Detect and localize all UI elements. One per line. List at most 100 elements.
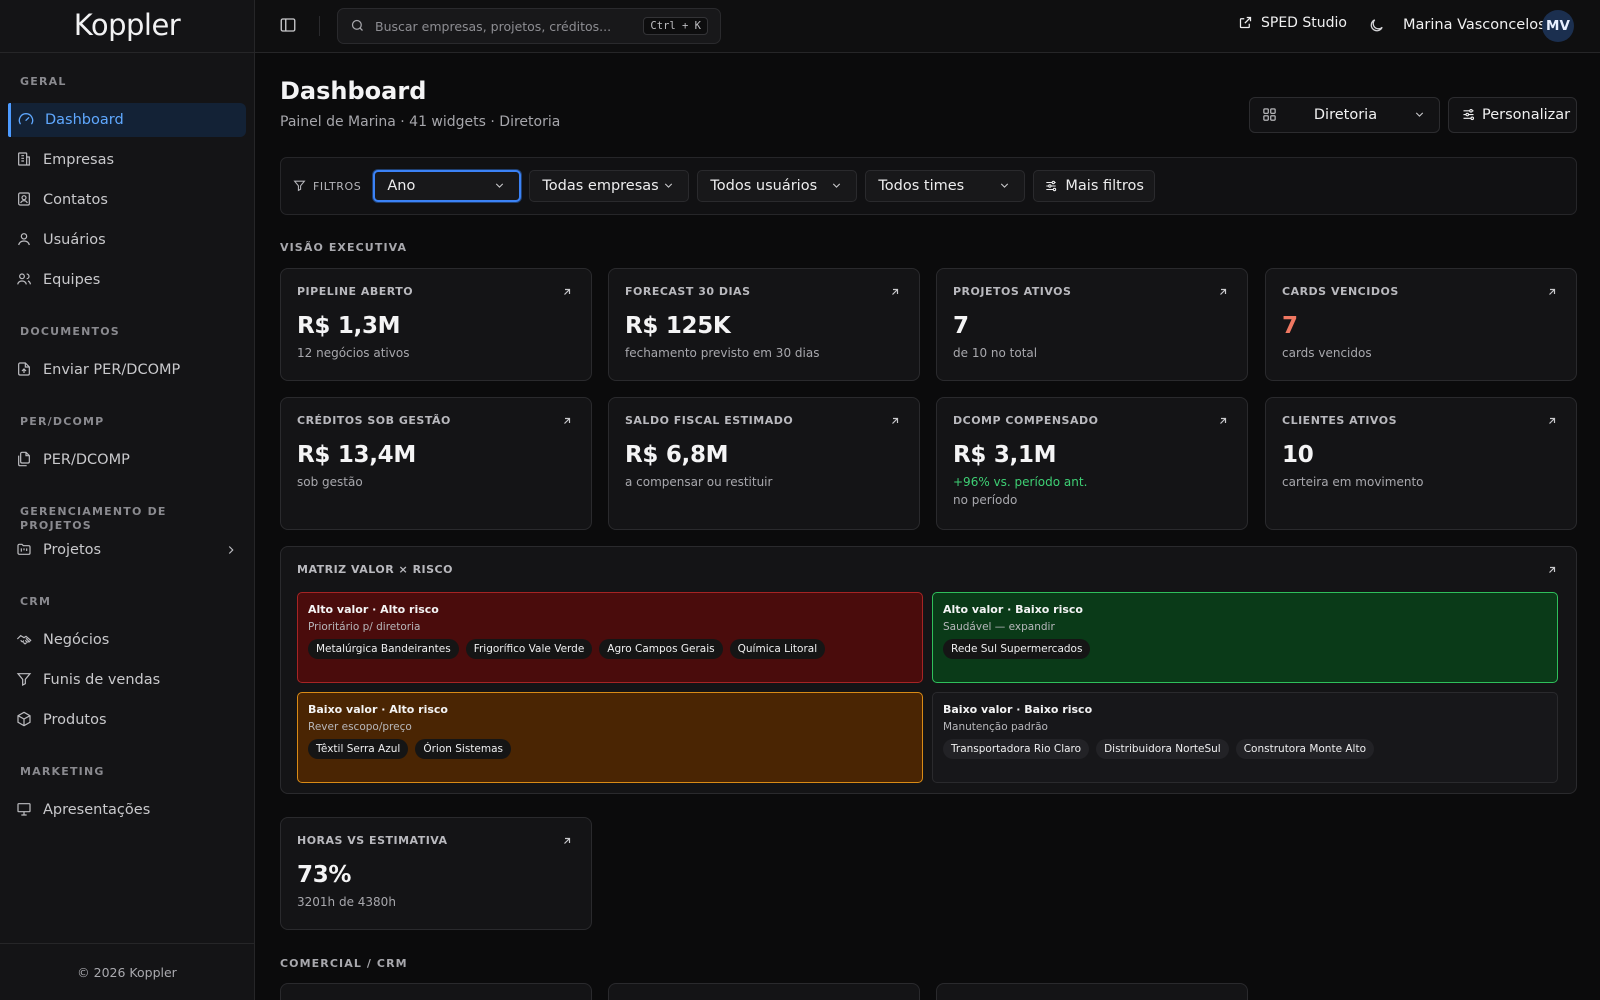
quadrant-chips: Metalúrgica Bandeirantes Frigorífico Val… (308, 639, 912, 659)
brand-logo[interactable]: Koppler (0, 0, 254, 53)
personalize-label: Personalizar (1482, 107, 1571, 123)
personalize-button[interactable]: Personalizar (1448, 97, 1577, 133)
kpi-card-hours[interactable]: HORAS VS ESTIMATIVA 73% 3201h de 4380h (280, 817, 592, 930)
kpi-subtitle: cards vencidos (1282, 346, 1372, 360)
presentation-icon (16, 801, 34, 819)
chevron-down-icon (830, 179, 844, 193)
filter-icon (293, 179, 307, 193)
arrow-up-right-icon[interactable] (561, 415, 573, 427)
quadrant-title: Baixo valor · Alto risco (308, 703, 448, 716)
sidebar-item-projetos[interactable]: Projetos (8, 533, 246, 567)
quadrant-chips: Rede Sul Supermercados (943, 639, 1547, 659)
company-chip[interactable]: Distribuidora NorteSul (1096, 739, 1229, 759)
kpi-card-dcomp[interactable]: DCOMP COMPENSADO R$ 3,1M +96% vs. períod… (936, 397, 1248, 530)
quadrant-chips: Têxtil Serra Azul Órion Sistemas (308, 739, 912, 759)
arrow-up-right-icon[interactable] (1546, 286, 1558, 298)
kpi-card-pipeline[interactable]: PIPELINE ABERTO R$ 1,3M 12 negócios ativ… (280, 268, 592, 381)
arrow-up-right-icon[interactable] (1217, 286, 1229, 298)
quadrant-title: Baixo valor · Baixo risco (943, 703, 1093, 716)
users-select-value: Todos usuários (710, 178, 818, 194)
kpi-value: R$ 6,8M (625, 442, 729, 468)
kpi-card-clientes[interactable]: CLIENTES ATIVOS 10 carteira em movimento (1265, 397, 1577, 530)
quadrant-high-value-low-risk: Alto valor · Baixo risco Saudável — expa… (932, 592, 1558, 683)
arrow-up-right-icon[interactable] (889, 286, 901, 298)
company-chip[interactable]: Têxtil Serra Azul (308, 739, 409, 759)
gauge-icon (18, 111, 36, 129)
company-chip[interactable]: Construtora Monte Alto (1235, 739, 1375, 759)
company-chip[interactable]: Órion Sistemas (415, 739, 512, 759)
company-chip[interactable]: Frigorífico Vale Verde (465, 639, 593, 659)
kpi-value: 73% (297, 862, 352, 888)
company-chip[interactable]: Química Litoral (729, 639, 826, 659)
kpi-card-forecast[interactable]: FORECAST 30 DIAS R$ 125K fechamento prev… (608, 268, 920, 381)
main-content: Dashboard Painel de Marina · 41 widgets … (280, 53, 1577, 1000)
sidebar-item-contatos[interactable]: Contatos (8, 183, 246, 217)
search-box[interactable]: Ctrl + K (337, 8, 721, 44)
sidebar-item-negocios[interactable]: Negócios (8, 623, 246, 657)
nav-section-documentos: DOCUMENTOS (20, 325, 120, 338)
more-filters-button[interactable]: Mais filtros (1033, 170, 1155, 202)
topbar-divider (319, 16, 320, 36)
sliders-icon (1461, 107, 1476, 123)
kpi-value: 10 (1282, 442, 1314, 468)
teams-select[interactable]: Todos times (865, 170, 1026, 202)
kpi-subtitle: 12 negócios ativos (297, 346, 410, 360)
kpi-card-saldo-fiscal[interactable]: SALDO FISCAL ESTIMADO R$ 6,8M a compensa… (608, 397, 920, 530)
arrow-up-right-icon[interactable] (1217, 415, 1229, 427)
moon-icon[interactable] (1368, 17, 1386, 35)
company-chip[interactable]: Rede Sul Supermercados (943, 639, 1091, 659)
crm-card-partial[interactable] (280, 983, 592, 1000)
sidebar-item-label: Projetos (43, 542, 102, 558)
arrow-up-right-icon[interactable] (561, 835, 573, 847)
quadrant-subtitle: Saudável — expandir (943, 621, 1055, 633)
company-chip[interactable]: Transportadora Rio Claro (943, 739, 1090, 759)
sidebar-item-funis[interactable]: Funis de vendas (8, 663, 246, 697)
user-icon (16, 231, 34, 249)
arrow-up-right-icon[interactable] (1546, 415, 1558, 427)
sidebar-item-enviar-perdcomp[interactable]: Enviar PER/DCOMP (8, 353, 246, 387)
kpi-card-cards-vencidos[interactable]: CARDS VENCIDOS 7 cards vencidos (1265, 268, 1577, 381)
sidebar-item-apresentacoes[interactable]: Apresentações (8, 793, 246, 827)
arrow-up-right-icon[interactable] (1546, 564, 1558, 576)
contact-icon (16, 191, 34, 209)
quadrant-chips: Transportadora Rio Claro Distribuidora N… (943, 739, 1547, 759)
companies-select[interactable]: Todas empresas (529, 170, 690, 202)
companies-select-value: Todas empresas (542, 178, 659, 194)
kpi-subtitle: 3201h de 4380h (297, 895, 396, 909)
sidebar-toggle-icon[interactable] (279, 16, 299, 36)
chevron-down-icon (662, 179, 676, 193)
kpi-value: R$ 3,1M (953, 442, 1057, 468)
kpi-card-projetos[interactable]: PROJETOS ATIVOS 7 de 10 no total (936, 268, 1248, 381)
sidebar-item-label: Contatos (43, 192, 108, 208)
kpi-title: CARDS VENCIDOS (1282, 285, 1399, 298)
sidebar-item-empresas[interactable]: Empresas (8, 143, 246, 177)
sidebar-item-label: Equipes (43, 272, 101, 288)
period-select[interactable]: Ano (373, 170, 522, 202)
kpi-card-creditos[interactable]: CRÉDITOS SOB GESTÃO R$ 13,4M sob gestão (280, 397, 592, 530)
quadrant-subtitle: Rever escopo/preço (308, 721, 412, 733)
user-name[interactable]: Marina Vasconcelos (1403, 17, 1546, 33)
sidebar-item-equipes[interactable]: Equipes (8, 263, 246, 297)
crm-card-partial[interactable] (936, 983, 1248, 1000)
sped-studio-link[interactable]: SPED Studio (1238, 15, 1347, 31)
sidebar-item-usuarios[interactable]: Usuários (8, 223, 246, 257)
sidebar-item-label: PER/DCOMP (43, 452, 130, 468)
sidebar-item-label: Apresentações (43, 802, 151, 818)
arrow-up-right-icon[interactable] (561, 286, 573, 298)
kpi-title: PIPELINE ABERTO (297, 285, 414, 298)
sidebar-footer: © 2026 Koppler (0, 943, 254, 1000)
sidebar-item-dashboard[interactable]: Dashboard (8, 103, 246, 137)
quadrant-title: Alto valor · Baixo risco (943, 603, 1083, 616)
dashboard-view-select[interactable]: Diretoria (1249, 97, 1440, 133)
crm-card-partial[interactable] (608, 983, 920, 1000)
avatar[interactable]: MV (1542, 10, 1574, 42)
company-chip[interactable]: Metalúrgica Bandeirantes (308, 639, 459, 659)
search-input[interactable] (375, 18, 644, 34)
users-select[interactable]: Todos usuários (697, 170, 858, 202)
company-chip[interactable]: Agro Campos Gerais (599, 639, 723, 659)
kpi-value: 7 (953, 313, 969, 339)
arrow-up-right-icon[interactable] (889, 415, 901, 427)
sidebar-item-produtos[interactable]: Produtos (8, 703, 246, 737)
chevron-right-icon[interactable] (224, 543, 238, 557)
sidebar-item-perdcomp[interactable]: PER/DCOMP (8, 443, 246, 477)
